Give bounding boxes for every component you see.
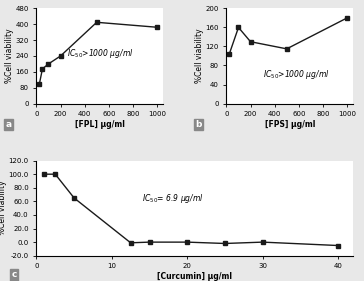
Text: a: a (5, 120, 12, 129)
Y-axis label: %Cell viability: %Cell viability (195, 29, 204, 83)
X-axis label: [FPL] μg/ml: [FPL] μg/ml (75, 120, 125, 129)
Text: IC$_{50}$>1000 μg/ml: IC$_{50}$>1000 μg/ml (67, 47, 133, 60)
Y-axis label: %Cell viability: %Cell viability (0, 181, 7, 235)
Y-axis label: %Cell viability: %Cell viability (5, 29, 14, 83)
Text: IC$_{50}$>1000 μg/ml: IC$_{50}$>1000 μg/ml (262, 68, 329, 81)
X-axis label: [FPS] μg/ml: [FPS] μg/ml (265, 120, 315, 129)
Text: c: c (12, 270, 17, 279)
Text: IC$_{50}$= 6.9 μg/ml: IC$_{50}$= 6.9 μg/ml (142, 192, 204, 205)
Text: b: b (195, 120, 202, 129)
X-axis label: [Curcumin] μg/ml: [Curcumin] μg/ml (157, 272, 232, 281)
